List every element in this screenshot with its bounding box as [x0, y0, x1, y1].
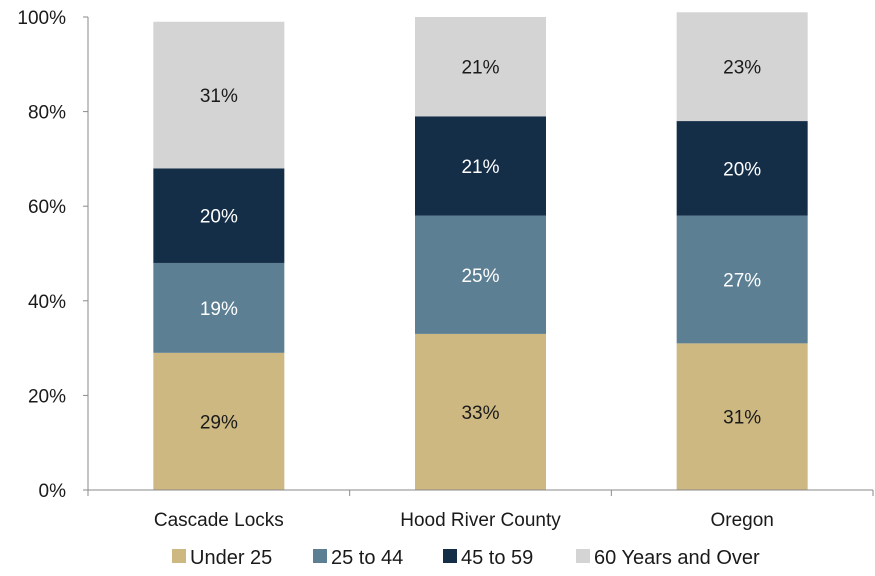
bar-segment [415, 17, 546, 117]
data-label: 27% [723, 271, 761, 292]
data-label: 21% [461, 58, 499, 79]
legend-swatch [313, 549, 327, 563]
data-label: 31% [723, 408, 761, 429]
y-tick-label: 100% [17, 8, 66, 29]
legend-swatch [576, 549, 590, 563]
data-label: 25% [461, 266, 499, 287]
y-tick-label: 60% [28, 197, 66, 218]
axes-layer: 0% 20% 40% 60% 80% 100% Cascade Locks Hood Rive… [17, 8, 874, 531]
data-label: 19% [200, 299, 238, 320]
data-label: 20% [200, 207, 238, 228]
bar-segment [415, 116, 546, 216]
legend-label: 60 Years and Over [594, 547, 760, 569]
bar-segment [415, 333, 546, 490]
bar-group-0: 29% 19% 20% 31% [153, 21, 285, 490]
legend-label: Under 25 [190, 547, 272, 569]
bar-group-1: 33% 25% 21% 21% [415, 17, 546, 490]
bar-segment [153, 352, 285, 490]
bar-segment [153, 262, 285, 353]
bar-group-2: 31% 27% 20% 23% [676, 12, 808, 490]
bar-segment [153, 21, 285, 169]
y-tick-label: 80% [28, 103, 66, 124]
y-tick-label: 0% [39, 481, 67, 502]
x-tick-label: Cascade Locks [154, 510, 284, 531]
legend-label: 45 to 59 [461, 547, 533, 569]
x-tick-label: Oregon [710, 510, 773, 531]
legend-swatch [443, 549, 457, 563]
x-tick-label: Hood River County [400, 510, 561, 531]
legend-label: 25 to 44 [331, 547, 403, 569]
bar-segment [676, 215, 808, 344]
data-label: 31% [200, 86, 238, 107]
legend-item: 25 to 44 [313, 547, 403, 569]
data-label: 23% [723, 58, 761, 79]
legend-item: 60 Years and Over [576, 547, 760, 569]
data-label: 20% [723, 159, 761, 180]
y-tick-label: 40% [28, 292, 66, 313]
legend-item: Under 25 [172, 547, 272, 569]
data-label: 33% [461, 403, 499, 424]
bar-segment [676, 121, 808, 216]
bar-segment [676, 343, 808, 490]
bar-segment [415, 215, 546, 334]
bar-segment [676, 12, 808, 122]
data-label: 21% [461, 157, 499, 178]
legend-swatch [172, 549, 186, 563]
y-tick-label: 20% [28, 386, 66, 407]
data-label: 29% [200, 412, 238, 433]
bars-layer: 29% 19% 20% 31% 33% 25% 21% 21% 31% 27% 20% 23% [153, 12, 808, 490]
bar-segment [153, 168, 285, 263]
legend: Under 25 25 to 44 45 to 59 60 Years and Ove… [172, 547, 760, 569]
legend-item: 45 to 59 [443, 547, 533, 569]
